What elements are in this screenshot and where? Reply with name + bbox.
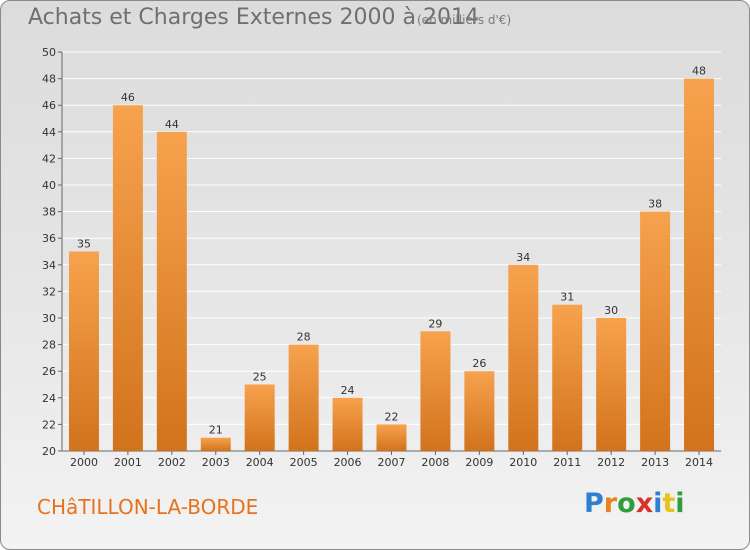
x-tick-label: 2014	[685, 456, 713, 469]
bar	[464, 371, 495, 451]
y-tick-label: 48	[42, 73, 56, 86]
y-tick-label: 20	[42, 445, 56, 458]
y-tick-label: 30	[42, 312, 56, 325]
bar-value-label: 25	[253, 371, 267, 384]
bar	[684, 78, 715, 451]
bar-value-label: 28	[297, 331, 311, 344]
y-tick-label: 38	[42, 206, 56, 219]
y-tick-label: 44	[42, 126, 56, 139]
proxiti-logo[interactable]: Proxiti	[584, 488, 685, 519]
bar-value-label: 34	[516, 251, 530, 264]
bar-value-label: 46	[121, 91, 135, 104]
y-tick-label: 22	[42, 418, 56, 431]
bar-value-label: 48	[692, 65, 706, 78]
x-tick-label: 2012	[597, 456, 625, 469]
bar-value-label: 31	[560, 291, 574, 304]
bar	[244, 384, 275, 451]
bar	[68, 251, 99, 451]
y-tick-label: 24	[42, 392, 56, 405]
x-tick-label: 2008	[421, 456, 449, 469]
x-tick-label: 2005	[290, 456, 318, 469]
x-tick-label: 2009	[465, 456, 493, 469]
bar-value-label: 26	[472, 357, 486, 370]
logo-letter: r	[603, 488, 618, 519]
logo-letter: P	[584, 488, 604, 519]
city-name: CHâTILLON-LA-BORDE	[37, 495, 259, 519]
x-tick-label: 2013	[641, 456, 669, 469]
y-tick-label: 36	[42, 232, 56, 245]
bar-value-label: 35	[77, 238, 91, 251]
logo-letter: o	[617, 488, 636, 519]
bar	[332, 397, 363, 451]
x-tick-label: 2006	[334, 456, 362, 469]
logo-letter: i	[653, 488, 663, 519]
bar	[376, 424, 407, 451]
bar	[156, 131, 187, 452]
bar	[288, 344, 319, 451]
x-tick-label: 2011	[553, 456, 581, 469]
bar-value-label: 44	[165, 118, 179, 131]
logo-letter: x	[635, 488, 654, 519]
y-tick-label: 32	[42, 285, 56, 298]
x-tick-label: 2002	[158, 456, 186, 469]
bar-value-label: 24	[341, 384, 355, 397]
bar	[200, 437, 231, 451]
bar-value-label: 30	[604, 304, 618, 317]
logo-letter: i	[675, 488, 685, 519]
bar	[508, 264, 539, 451]
x-tick-label: 2004	[246, 456, 274, 469]
bar	[552, 304, 583, 451]
y-tick-label: 34	[42, 259, 56, 272]
logo-letter: t	[662, 488, 676, 519]
chart-title: Achats et Charges Externes 2000 à 2014	[28, 5, 479, 30]
y-tick-label: 28	[42, 339, 56, 352]
bar	[420, 331, 451, 451]
x-tick-label: 2007	[378, 456, 406, 469]
bar-value-label: 21	[209, 424, 223, 437]
x-tick-label: 2000	[70, 456, 98, 469]
y-tick-label: 42	[42, 152, 56, 165]
x-tick-label: 2010	[509, 456, 537, 469]
y-tick-label: 50	[42, 46, 56, 59]
x-tick-label: 2003	[202, 456, 230, 469]
y-tick-label: 26	[42, 365, 56, 378]
bar	[640, 211, 671, 451]
bar-value-label: 22	[385, 410, 399, 423]
x-tick-label: 2001	[114, 456, 142, 469]
bar	[596, 318, 627, 451]
chart-subtitle: (en milliers d'€)	[417, 13, 512, 27]
bar-value-label: 38	[648, 198, 662, 211]
y-tick-label: 46	[42, 99, 56, 112]
y-tick-label: 40	[42, 179, 56, 192]
bar-value-label: 29	[428, 317, 442, 330]
bar	[112, 105, 143, 451]
